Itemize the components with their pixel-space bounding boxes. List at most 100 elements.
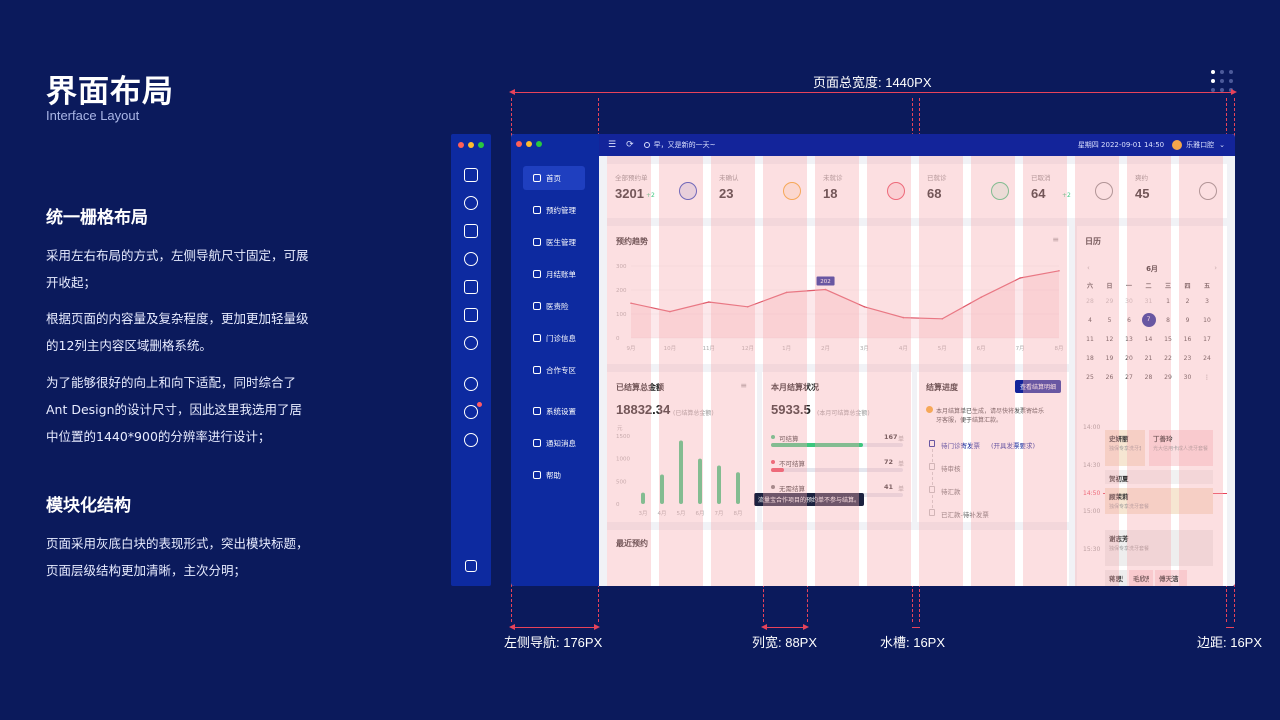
handshake-icon[interactable] [464, 336, 478, 350]
trend-point[interactable] [746, 306, 749, 308]
more-icon[interactable]: ≡ [1052, 235, 1059, 244]
avatar[interactable] [1172, 140, 1183, 150]
schedule-item[interactable]: 顾茉莉 独保专享洗牙套餐 [1105, 488, 1213, 514]
close-dot-icon[interactable] [458, 142, 464, 148]
trend-point[interactable] [708, 301, 710, 303]
schedule-item[interactable]: 谢志芳 独保专享洗牙套餐 [1105, 530, 1213, 566]
schedule-item[interactable]: 傅天洁 [1155, 570, 1187, 586]
calendar-day[interactable]: 17 [1203, 336, 1211, 343]
calendar-day-selected[interactable]: 7 [1141, 313, 1156, 327]
trend-point[interactable] [980, 296, 982, 298]
trend-point[interactable] [902, 316, 905, 319]
trend-point[interactable] [669, 310, 671, 313]
sidebar-item[interactable]: 医责险 [523, 294, 585, 318]
calendar-day[interactable]: 1 [1166, 298, 1170, 305]
calendar-day[interactable]: 19 [1105, 355, 1114, 362]
building-icon[interactable] [464, 308, 478, 322]
menu-icon[interactable]: ☰ [608, 140, 617, 150]
sidebar-item[interactable]: 门诊信息 [523, 326, 585, 350]
more-icon[interactable]: ≡ [740, 381, 747, 390]
sidebar-item[interactable]: 帮助 [523, 463, 585, 487]
calendar-day[interactable]: 24 [1203, 355, 1211, 362]
schedule-item[interactable]: 丁善玲 光大信用卡成人洗牙套餐 [1149, 430, 1213, 466]
schedule-item[interactable]: 史妍丽独保专享洗牙套餐 [1105, 430, 1145, 466]
calendar-day[interactable]: 16 [1183, 336, 1192, 343]
calendar-day[interactable]: 30 [1183, 374, 1192, 381]
shield-icon[interactable] [464, 280, 478, 294]
sidebar-item[interactable]: 医生管理 [523, 230, 585, 254]
bar[interactable] [717, 465, 721, 504]
refresh-icon[interactable]: ⟳ [626, 140, 634, 150]
calendar-day[interactable]: 21 [1144, 355, 1153, 362]
clinic-name[interactable]: 乐雅口腔 [1186, 141, 1215, 149]
calendar-day[interactable]: 10 [1203, 317, 1211, 324]
help-icon[interactable] [464, 433, 478, 447]
minimize-dot-icon[interactable] [526, 141, 532, 147]
calendar-day[interactable]: 22 [1164, 355, 1172, 362]
sidebar-item[interactable]: 合作专区 [523, 358, 585, 382]
calendar-day[interactable]: 29 [1105, 298, 1114, 305]
trend-point[interactable] [824, 288, 827, 291]
calendar-day[interactable]: 25 [1086, 374, 1094, 381]
doctor-icon[interactable] [464, 224, 478, 238]
calendar-day[interactable]: 18 [1086, 355, 1094, 362]
maximize-dot-icon[interactable] [478, 142, 484, 148]
calendar-day[interactable]: 15 [1164, 336, 1172, 343]
trend-point[interactable] [1058, 270, 1060, 272]
trend-point[interactable] [785, 291, 788, 294]
schedule-item[interactable]: 贺初夏 [1105, 470, 1213, 484]
calendar-day[interactable]: 9 [1185, 317, 1190, 324]
sidebar-item[interactable]: 通知消息 [523, 431, 585, 455]
logout-icon[interactable] [465, 560, 477, 572]
prev-month-icon[interactable]: ‹ [1087, 264, 1090, 272]
next-month-icon[interactable]: › [1214, 264, 1217, 272]
gear-icon[interactable] [464, 377, 478, 391]
calendar-day[interactable]: 12 [1105, 336, 1114, 343]
clock-icon[interactable] [464, 196, 478, 210]
calendar-day[interactable]: 30 [1125, 298, 1133, 305]
calendar-day[interactable]: 14 [1144, 336, 1153, 343]
calendar-day[interactable]: 6 [1127, 317, 1131, 324]
calendar-day[interactable]: 2 [1185, 298, 1190, 305]
bill-icon[interactable] [464, 252, 478, 266]
calendar-day[interactable]: 3 [1205, 298, 1209, 305]
sidebar-item[interactable]: 首页 [523, 166, 585, 190]
calendar-day[interactable]: 5 [1107, 317, 1112, 324]
calendar-day[interactable]: 8 [1166, 317, 1170, 324]
home-icon[interactable] [464, 168, 478, 182]
sidebar-item[interactable]: 系统设置 [523, 399, 585, 423]
calendar-day[interactable]: 26 [1105, 374, 1114, 381]
calendar-day[interactable]: 20 [1125, 355, 1133, 362]
chevron-down-icon[interactable]: ⌄ [1219, 141, 1225, 149]
invoice-requirements-link[interactable]: (开具发票要求) [991, 442, 1036, 450]
bar[interactable] [679, 440, 683, 504]
bar[interactable] [641, 492, 645, 504]
calendar-day[interactable]: 29 [1164, 374, 1172, 381]
logout-icon[interactable] [544, 574, 554, 582]
calendar-day[interactable]: 27 [1125, 374, 1133, 381]
calendar-day[interactable]: ⋮ [1204, 374, 1210, 381]
calendar-day[interactable]: 23 [1183, 355, 1192, 362]
bar[interactable] [660, 474, 664, 504]
view-details-button[interactable]: 查看结算明细 [1014, 380, 1061, 393]
maximize-dot-icon[interactable] [536, 141, 542, 147]
calendar-day[interactable]: 31 [1144, 298, 1153, 305]
sidebar-item[interactable]: 月结账单 [523, 262, 585, 286]
bar[interactable] [736, 472, 740, 504]
calendar-day[interactable]: 4 [1088, 317, 1092, 324]
bar[interactable] [698, 458, 702, 504]
calendar-day[interactable]: 11 [1086, 336, 1094, 343]
calendar-day[interactable]: 28 [1086, 298, 1094, 305]
bell-icon[interactable] [464, 401, 483, 419]
trend-point[interactable] [630, 302, 632, 304]
trend-point[interactable] [1019, 277, 1021, 279]
minimize-dot-icon[interactable] [468, 142, 474, 148]
trend-point[interactable] [941, 318, 944, 320]
trend-point[interactable] [863, 306, 866, 308]
calendar-day[interactable]: 28 [1144, 374, 1153, 381]
schedule-item[interactable]: 毛欣彤 [1129, 570, 1153, 586]
calendar-day[interactable]: 13 [1125, 336, 1133, 343]
close-dot-icon[interactable] [516, 141, 522, 147]
schedule-item[interactable]: 蒋思莲 [1105, 570, 1127, 586]
sidebar-item[interactable]: 预约管理 [523, 198, 585, 222]
